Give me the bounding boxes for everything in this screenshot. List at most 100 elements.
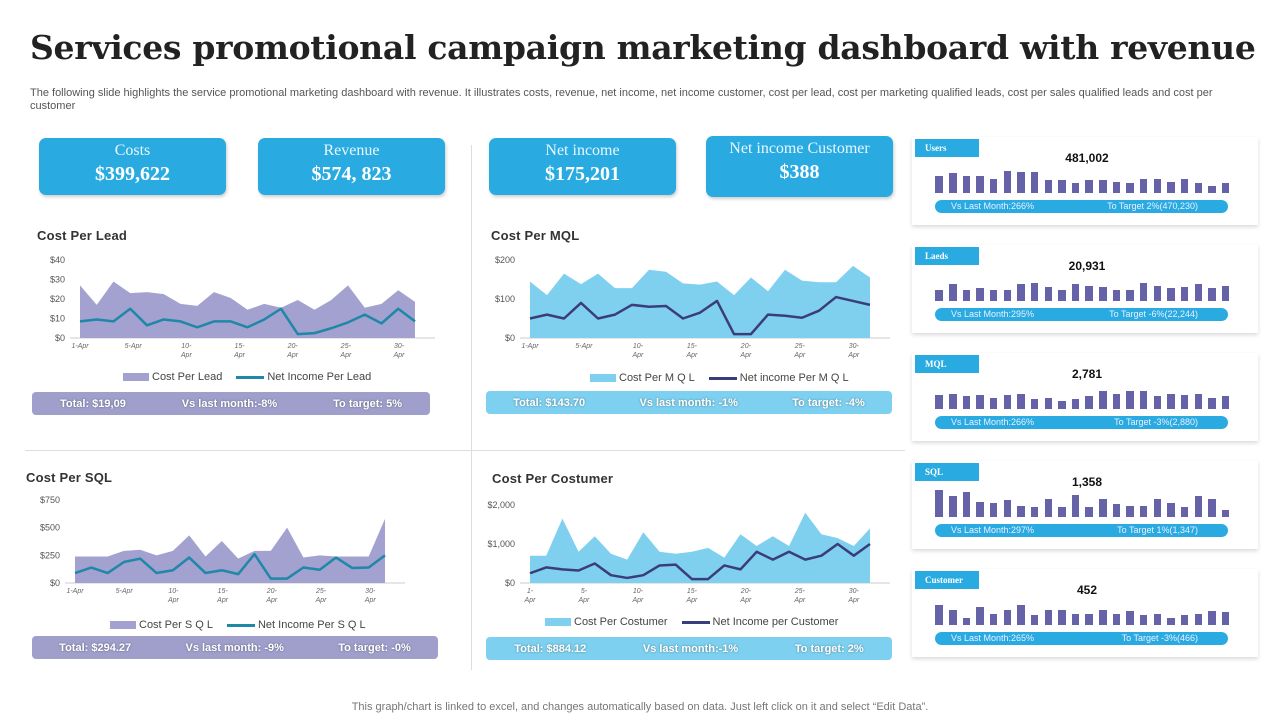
mini-bar-chart (932, 273, 1232, 301)
legend-label: Cost Per S Q L (139, 619, 213, 631)
mini-bar (1058, 180, 1066, 193)
mini-bar (1071, 613, 1080, 625)
mini-bar (989, 397, 998, 409)
mini-bar (1030, 399, 1039, 409)
legend-item: Cost Per Lead (123, 371, 222, 383)
area-series (80, 281, 415, 338)
area-series (530, 265, 870, 338)
mini-bar (976, 395, 984, 409)
legend-swatch-line (681, 620, 710, 624)
mini-bar (1126, 289, 1134, 301)
x-tick-label: 15-Apr (233, 343, 246, 359)
mini-bar (1071, 494, 1080, 517)
kpi-value: $388 (779, 161, 820, 183)
x-tick-label: 30-Apr (847, 343, 860, 359)
mini-bar (1099, 498, 1107, 517)
summary-vs-last-month: Vs last month: -1% (639, 396, 738, 409)
mini-bar (1221, 183, 1230, 193)
mini-bar (1085, 180, 1093, 193)
legend-label: Net income Per M Q L (739, 372, 849, 384)
mini-bar (1139, 179, 1148, 193)
mini-bar (1208, 288, 1216, 301)
mini-bar (935, 395, 943, 409)
legend-label: Cost Per Costumer (574, 616, 668, 628)
summary-total: Total: $884.12 (514, 642, 587, 655)
mini-bar (1167, 393, 1175, 409)
y-tick-label: $250 (40, 550, 60, 560)
mini-bar (1071, 399, 1080, 409)
mini-bar (1058, 289, 1066, 301)
x-tick-label: 20-Apr (739, 343, 752, 359)
mini-bar (1153, 285, 1162, 301)
legend-swatch-area (590, 374, 616, 383)
mini-bar (1153, 179, 1162, 193)
kpi-revenue: Revenue $574, 823 (258, 138, 445, 195)
y-tick-label: $20 (50, 294, 65, 304)
x-tick-label: 15-Apr (685, 588, 698, 604)
y-tick-label: $0 (50, 578, 60, 588)
y-tick-label: $0 (55, 333, 65, 343)
summary-total: Total: $294.27 (59, 641, 132, 654)
mini-bar (1099, 609, 1107, 625)
mini-bar (1126, 390, 1134, 409)
mini-bar (1003, 500, 1012, 517)
mini-bar (1030, 172, 1039, 193)
mini-bar (1208, 611, 1216, 625)
area-series (530, 512, 870, 583)
legend-item: Cost Per M Q L (590, 372, 695, 384)
summary-vs-last-month: Vs last month:-8% (181, 397, 278, 410)
chart-title-cost-per-costumer: Cost Per Costumer (492, 471, 614, 486)
card-users: Users 481,002 Vs Last Month:266% To Target … (912, 137, 1258, 225)
mini-bar (1044, 609, 1052, 625)
kpi-label: Net income Customer (729, 140, 870, 157)
mini-bar (989, 179, 998, 193)
mini-bar (1153, 613, 1162, 625)
summary-bar-cost-per-mql: Total: $143.70 Vs last month: -1% To targe… (486, 391, 892, 414)
legend-item: Cost Per S Q L (110, 619, 213, 631)
kpi-costs: Costs $399,622 (39, 138, 226, 195)
mini-bar (935, 289, 943, 301)
legend-swatch-area (110, 621, 136, 630)
mini-bar (1139, 282, 1148, 301)
mini-bar-chart (932, 489, 1232, 517)
x-tick-label: 30-Apr (393, 343, 406, 359)
mini-bar (962, 396, 971, 409)
x-tick-label: 15-Apr (216, 588, 229, 604)
mini-bar (935, 605, 943, 625)
x-tick-label: 25-Apr (339, 343, 352, 359)
mini-bar (1030, 615, 1039, 625)
vertical-divider (471, 145, 472, 670)
card-stats-pill: Vs Last Month:265% To Target -3%(466) (935, 632, 1228, 645)
to-target: To Target 2%(470,230) (1107, 201, 1198, 211)
vs-last-month: Vs Last Month:266% (951, 201, 1035, 211)
cost-per-mql-chart: $0 $100 $200 1-Apr 5-Apr 10-Apr 15-Apr 20-Apr 25… (495, 255, 890, 359)
mini-bar (1099, 390, 1107, 409)
mini-bar (1071, 284, 1080, 301)
mini-bar (1139, 615, 1148, 625)
summary-bar-cost-per-customer: Total: $884.12 Vs last month:-1% To target… (486, 637, 892, 660)
mini-bar (1126, 611, 1134, 625)
chart-title-cost-per-lead: Cost Per Lead (37, 228, 128, 243)
mini-bar (1058, 400, 1066, 409)
card-leads: Laeds 20,931 Vs Last Month:295% To Target -… (912, 245, 1258, 333)
chart-legend: Cost Per Costumer Net Income per Customer (545, 616, 838, 628)
line-series (79, 307, 416, 336)
page-title: Services promotional campaign marketing … (30, 28, 1256, 67)
mini-bar (935, 176, 943, 193)
legend-swatch-line (226, 623, 255, 627)
kpi-value: $175,201 (545, 163, 620, 185)
mini-bar (1030, 507, 1039, 517)
mini-bar (1071, 183, 1080, 193)
summary-vs-last-month: Vs last month:-1% (642, 642, 739, 655)
card-value: 481,002 (1065, 151, 1109, 165)
footer-note: This graph/chart is linked to excel, and… (351, 701, 929, 713)
mini-bar (1126, 183, 1134, 193)
mini-bar (1044, 180, 1052, 193)
cost-per-sql-chart: $0 $250 $500 $750 1-Apr 5-Apr 10-Apr 15-Apr 20-A… (40, 495, 405, 604)
y-tick-label: $750 (40, 495, 60, 505)
y-tick-label: $200 (495, 255, 515, 265)
mini-bar (1112, 289, 1121, 301)
page-subtitle: The following slide highlights the servi… (30, 87, 1213, 112)
mini-bar (1221, 396, 1230, 409)
mini-bar (1153, 396, 1162, 409)
